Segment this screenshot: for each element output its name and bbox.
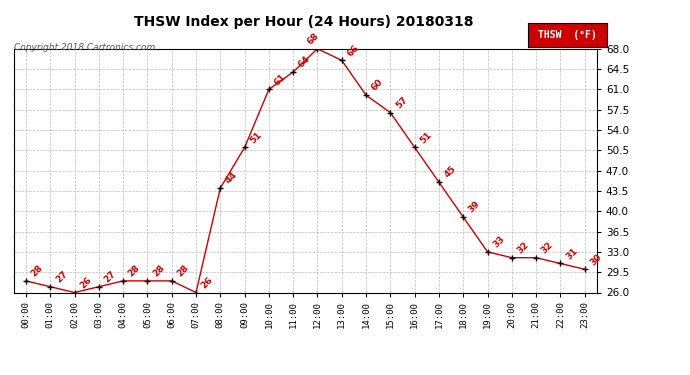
Text: Copyright 2018 Cartronics.com: Copyright 2018 Cartronics.com [14,43,155,52]
Text: 26: 26 [199,275,215,290]
Text: 51: 51 [248,130,264,145]
Text: 66: 66 [346,43,361,58]
Text: 44: 44 [224,170,239,186]
Text: 60: 60 [370,78,385,93]
Text: 28: 28 [151,263,166,279]
Text: 26: 26 [78,275,93,290]
Text: 28: 28 [127,263,142,279]
Text: 64: 64 [297,54,312,70]
Text: 32: 32 [540,240,555,255]
Text: 27: 27 [54,269,69,284]
Text: 30: 30 [589,252,604,267]
Text: 57: 57 [394,95,409,110]
Text: 68: 68 [305,31,321,46]
Text: 51: 51 [418,130,433,145]
Text: THSW Index per Hour (24 Hours) 20180318: THSW Index per Hour (24 Hours) 20180318 [134,15,473,29]
Text: 31: 31 [564,246,580,261]
Text: 39: 39 [467,200,482,215]
Text: 61: 61 [273,72,288,87]
Text: 28: 28 [175,263,190,279]
Text: 27: 27 [103,269,118,284]
Text: 32: 32 [515,240,531,255]
Text: 28: 28 [30,263,45,279]
Text: 33: 33 [491,234,506,249]
Text: 45: 45 [442,165,458,180]
Text: THSW  (°F): THSW (°F) [538,30,597,40]
